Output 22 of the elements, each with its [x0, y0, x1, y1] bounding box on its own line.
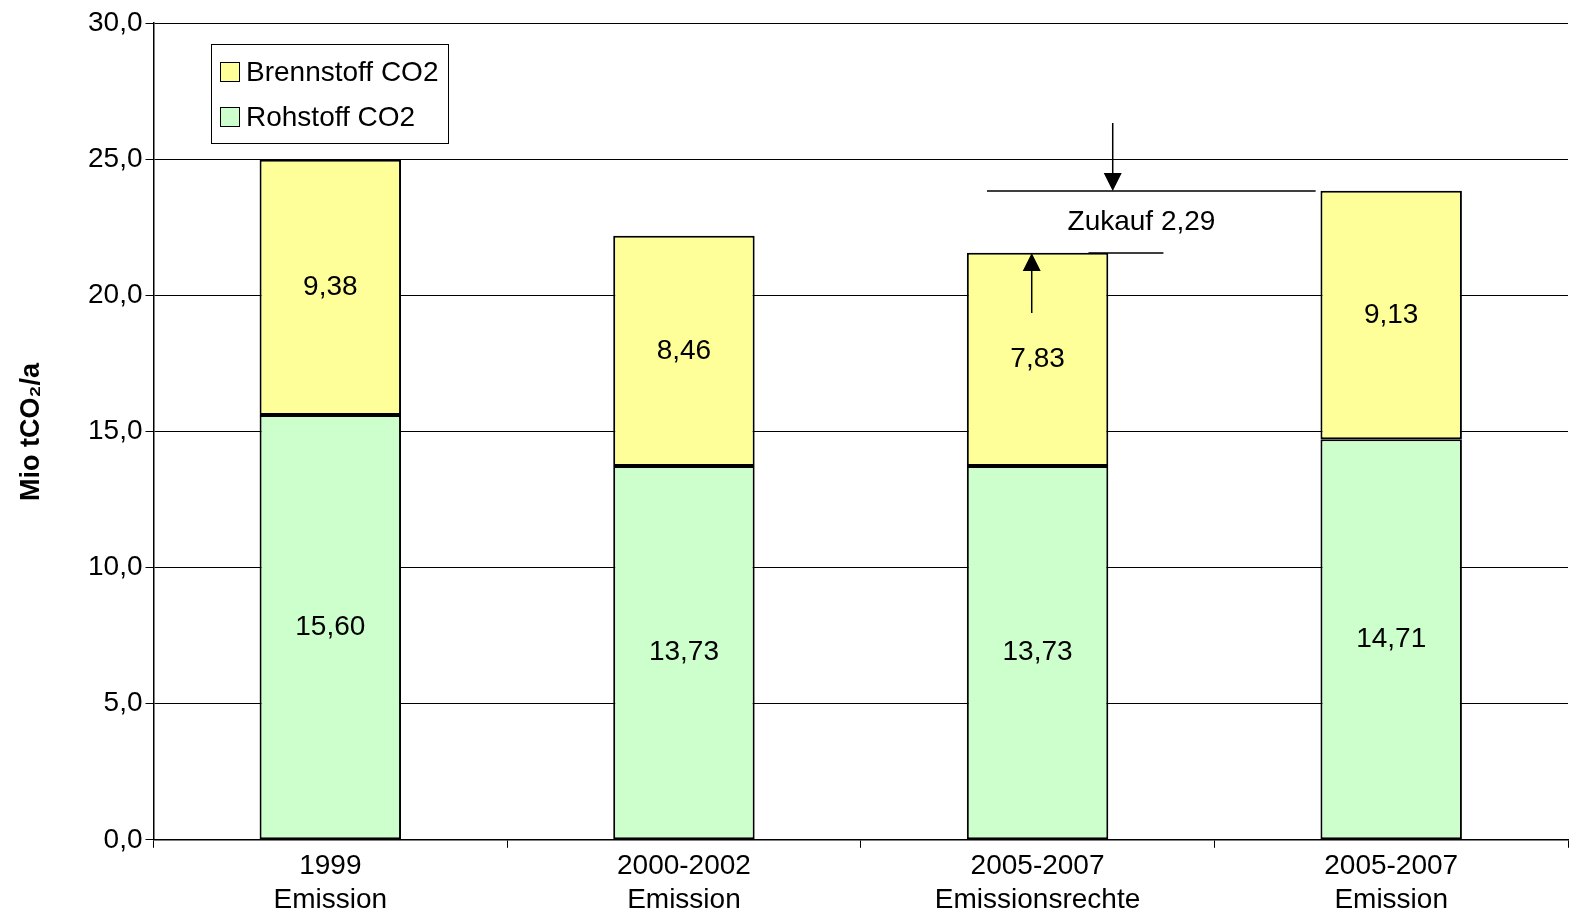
- data-label: 13,73: [648, 635, 719, 667]
- data-label: 9,13: [1363, 297, 1419, 329]
- x-tick-label: 2005-2007 Emissionsrechte: [934, 849, 1141, 914]
- y-tick-label: 10,0: [88, 550, 143, 582]
- y-tick-label: 25,0: [88, 141, 143, 173]
- x-tick-label: 2005-2007 Emission: [1324, 849, 1459, 914]
- x-tick-label: 1999 Emission: [273, 849, 388, 914]
- data-label: 15,60: [295, 609, 366, 641]
- y-tick-label: 0,0: [103, 822, 143, 854]
- y-tick-label: 15,0: [88, 414, 143, 446]
- y-tick-label: 30,0: [88, 5, 143, 37]
- x-tick-label: 2000-2002 Emission: [616, 849, 751, 914]
- data-label: 13,73: [1002, 635, 1073, 667]
- legend-label: Rohstoff CO2: [245, 100, 417, 134]
- legend-label: Brennstoff CO2: [245, 55, 439, 89]
- y-tick-label: 20,0: [88, 277, 143, 309]
- data-label: 7,83: [1010, 342, 1065, 374]
- data-label: 8,46: [656, 333, 712, 365]
- y-tick-label: 5,0: [103, 686, 143, 718]
- y-axis-title: Mio tCO₂/a: [14, 363, 46, 501]
- data-label: 14,71: [1356, 622, 1427, 654]
- data-label: 9,38: [303, 270, 358, 302]
